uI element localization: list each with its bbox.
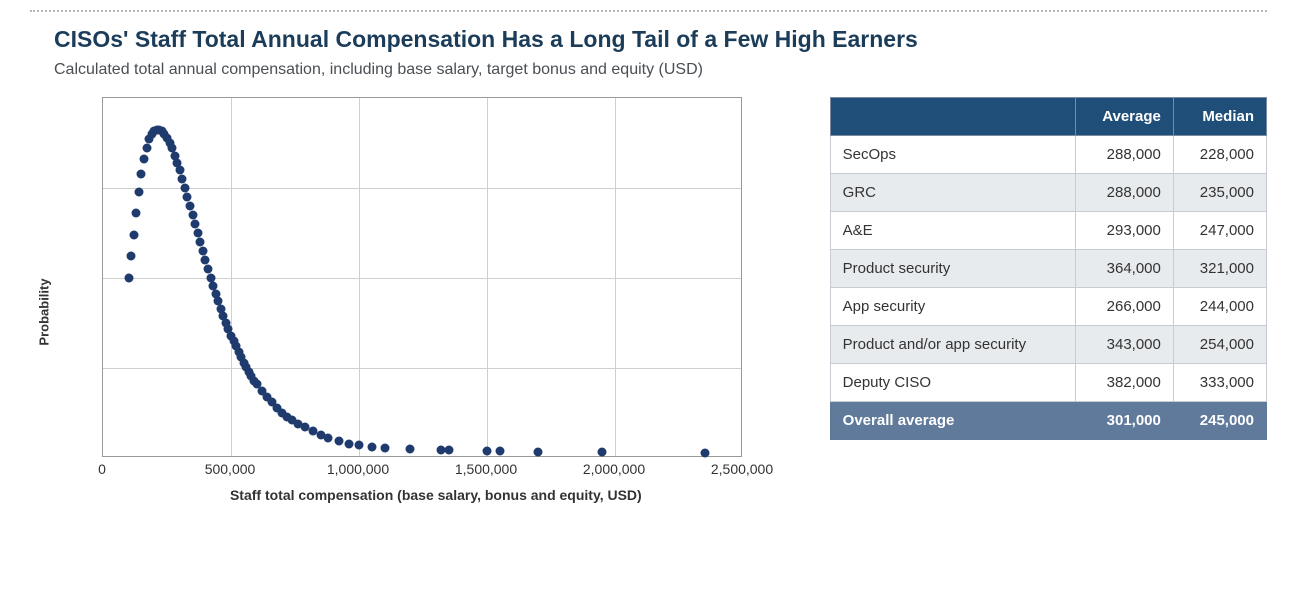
chart-point [134, 187, 143, 196]
chart-point [132, 209, 141, 218]
chart-point [137, 169, 146, 178]
summary-median: 245,000 [1173, 402, 1266, 440]
chart-point [367, 443, 376, 452]
top-divider [30, 10, 1267, 12]
page-subtitle: Calculated total annual compensation, in… [54, 61, 1267, 79]
chart-point [129, 230, 138, 239]
cell-category: Deputy CISO [830, 364, 1075, 402]
chart-point [444, 446, 453, 455]
plot-area [102, 97, 742, 457]
chart-point [344, 439, 353, 448]
x-tick-label: 2,000,000 [583, 461, 645, 477]
table-row: A&E293,000247,000 [830, 212, 1266, 250]
chart-point [188, 211, 197, 220]
chart-point [495, 446, 504, 455]
x-tick-label: 2,500,000 [711, 461, 773, 477]
gridline-vertical [359, 98, 360, 456]
cell-median: 321,000 [1173, 250, 1266, 288]
cell-median: 254,000 [1173, 326, 1266, 364]
chart-point [191, 220, 200, 229]
chart-point [324, 434, 333, 443]
cell-average: 288,000 [1075, 136, 1173, 174]
chart-point [139, 155, 148, 164]
table-row: Product and/or app security343,000254,00… [830, 326, 1266, 364]
chart-point [598, 448, 607, 457]
chart-point [406, 445, 415, 454]
x-tick-label: 0 [98, 461, 106, 477]
cell-category: Product security [830, 250, 1075, 288]
cell-average: 343,000 [1075, 326, 1173, 364]
table-summary-row: Overall average301,000245,000 [830, 402, 1266, 440]
cell-median: 247,000 [1173, 212, 1266, 250]
chart-point [380, 444, 389, 453]
cell-category: GRC [830, 174, 1075, 212]
chart-point [180, 184, 189, 193]
chart-point [334, 437, 343, 446]
chart-point [186, 202, 195, 211]
table-row: Product security364,000321,000 [830, 250, 1266, 288]
table-row: GRC288,000235,000 [830, 174, 1266, 212]
table-header-average: Average [1075, 98, 1173, 136]
gridline-vertical [487, 98, 488, 456]
chart-point [203, 265, 212, 274]
chart-point [355, 441, 364, 450]
gridline-horizontal [103, 278, 741, 279]
chart-point [196, 238, 205, 247]
gridline-vertical [615, 98, 616, 456]
chart-point [124, 274, 133, 283]
x-tick-label: 500,000 [205, 461, 256, 477]
x-tick-label: 1,000,000 [327, 461, 389, 477]
table-row: App security266,000244,000 [830, 288, 1266, 326]
page: CISOs' Staff Total Annual Compensation H… [0, 0, 1297, 593]
cell-category: A&E [830, 212, 1075, 250]
gridline-horizontal [103, 368, 741, 369]
chart-point [178, 175, 187, 184]
cell-average: 288,000 [1075, 174, 1173, 212]
summary-category: Overall average [830, 402, 1075, 440]
cell-category: Product and/or app security [830, 326, 1075, 364]
chart-point [534, 447, 543, 456]
cell-average: 266,000 [1075, 288, 1173, 326]
summary-average: 301,000 [1075, 402, 1173, 440]
table-row: Deputy CISO382,000333,000 [830, 364, 1266, 402]
cell-category: SecOps [830, 136, 1075, 174]
chart-point [201, 256, 210, 265]
cell-median: 235,000 [1173, 174, 1266, 212]
cell-category: App security [830, 288, 1075, 326]
chart-point [175, 166, 184, 175]
chart-point [193, 229, 202, 238]
content-row: Probability 0 500,000 1,000,000 1,500,000 2,… [30, 97, 1267, 527]
table-row: SecOps288,000228,000 [830, 136, 1266, 174]
chart-point [700, 448, 709, 457]
chart-point [142, 144, 151, 153]
gridline-vertical [231, 98, 232, 456]
compensation-table: Average Median SecOps288,000228,000GRC28… [830, 97, 1267, 440]
table-header-median: Median [1173, 98, 1266, 136]
table-header-blank [830, 98, 1075, 136]
cell-average: 364,000 [1075, 250, 1173, 288]
gridline-horizontal [103, 188, 741, 189]
x-axis-label: Staff total compensation (base salary, b… [54, 487, 770, 503]
cell-average: 382,000 [1075, 364, 1173, 402]
chart-point [183, 193, 192, 202]
chart-point [483, 446, 492, 455]
chart-point [127, 252, 136, 261]
cell-median: 244,000 [1173, 288, 1266, 326]
compensation-chart: Probability 0500,0001,000,0001,500,0002,… [54, 97, 770, 527]
table-header-row: Average Median [830, 98, 1266, 136]
cell-median: 228,000 [1173, 136, 1266, 174]
page-title: CISOs' Staff Total Annual Compensation H… [54, 26, 1267, 53]
x-tick-label: 1,500,000 [455, 461, 517, 477]
cell-median: 333,000 [1173, 364, 1266, 402]
chart-point [198, 247, 207, 256]
cell-average: 293,000 [1075, 212, 1173, 250]
y-axis-label: Probability [37, 278, 52, 345]
